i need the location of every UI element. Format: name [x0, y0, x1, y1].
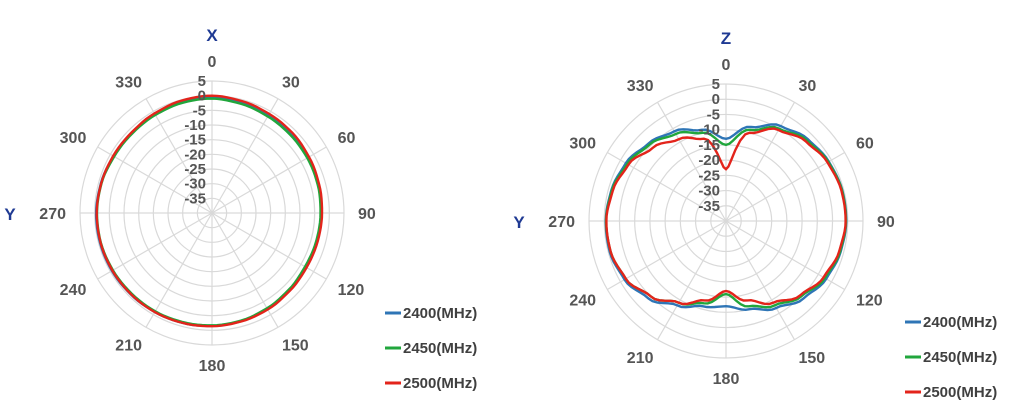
grid-spoke [145, 212, 213, 328]
series-line-2500(MHz) [605, 127, 847, 306]
grid-spoke [725, 151, 845, 222]
angle-tick-label: 270 [548, 214, 575, 231]
grid-spoke [725, 102, 796, 222]
angle-tick-label: 210 [115, 338, 142, 355]
angle-tick-label: 180 [199, 358, 226, 375]
radial-tick-label: 0 [198, 88, 206, 105]
angle-tick-label: 330 [627, 78, 654, 95]
top-axis-label: Z [721, 29, 731, 48]
angle-tick-label: 90 [877, 214, 895, 231]
angle-tick-label: 0 [722, 57, 731, 74]
angle-tick-label: 120 [338, 282, 365, 299]
grid-spoke [211, 98, 279, 214]
radial-tick-label: -5 [193, 102, 206, 119]
angle-tick-label: 300 [569, 136, 596, 153]
radial-tick-label: -35 [698, 198, 720, 215]
top-axis-label: X [206, 26, 218, 45]
legend-label: 2500(MHz) [923, 384, 997, 401]
angle-tick-label: 150 [799, 350, 826, 367]
angle-tick-label: 240 [60, 282, 87, 299]
radial-tick-label: -30 [698, 183, 720, 200]
grid-spoke [145, 98, 213, 214]
radial-tick-label: -20 [184, 146, 206, 163]
angle-tick-label: 30 [282, 74, 300, 91]
radial-tick-label: -35 [184, 190, 206, 207]
grid-spoke [97, 146, 213, 214]
legend-label: 2500(MHz) [403, 375, 477, 392]
angle-tick-label: 210 [627, 350, 654, 367]
radial-tick-label: -10 [698, 122, 720, 139]
angle-tick-label: 240 [569, 293, 596, 310]
legend-label: 2450(MHz) [923, 349, 997, 366]
grid-spoke [656, 102, 727, 222]
grid-spoke [607, 220, 727, 291]
angle-tick-label: 60 [338, 130, 356, 147]
angle-tick-label: 0 [208, 54, 217, 71]
left-axis-label: Y [513, 213, 525, 232]
radial-tick-label: -5 [707, 106, 720, 123]
radial-tick-label: -25 [698, 167, 720, 184]
polar-chart-x: 50-5-10-15-20-25-30-35030609012015018021… [4, 26, 477, 392]
radial-tick-label: -10 [184, 117, 206, 134]
radial-tick-label: -15 [698, 137, 720, 154]
angle-tick-label: 120 [856, 293, 883, 310]
radial-tick-label: -15 [184, 132, 206, 149]
angle-tick-label: 150 [282, 338, 309, 355]
radial-tick-label: 0 [712, 91, 720, 108]
radial-tick-label: 5 [712, 76, 720, 93]
legend-label: 2400(MHz) [403, 305, 477, 322]
legend-label: 2400(MHz) [923, 314, 997, 331]
angle-tick-label: 30 [799, 78, 817, 95]
angle-tick-label: 180 [713, 371, 740, 388]
angle-tick-label: 330 [115, 74, 142, 91]
angle-tick-label: 90 [358, 206, 376, 223]
angle-tick-label: 300 [60, 130, 87, 147]
grid-spoke [656, 220, 727, 340]
left-axis-label: Y [4, 205, 16, 224]
angle-tick-label: 270 [39, 206, 66, 223]
grid-spoke [725, 220, 796, 340]
grid-spoke [97, 212, 213, 280]
legend-label: 2450(MHz) [403, 340, 477, 357]
series-line-2500(MHz) [95, 94, 324, 328]
radial-tick-label: -25 [184, 161, 206, 178]
polar-chart-z: 50-5-10-15-20-25-30-35030609012015018021… [513, 29, 997, 401]
radial-tick-label: 5 [198, 73, 206, 90]
angle-tick-label: 60 [856, 136, 874, 153]
radial-tick-label: -20 [698, 152, 720, 169]
radial-tick-label: -30 [184, 176, 206, 193]
